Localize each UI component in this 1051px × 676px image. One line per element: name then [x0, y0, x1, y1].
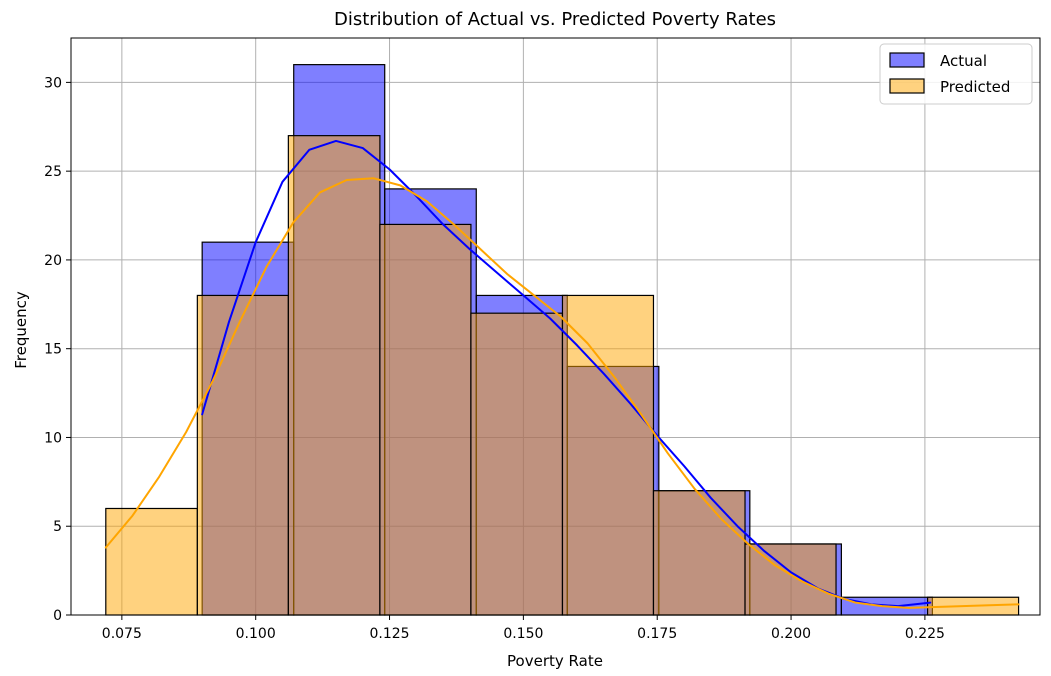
histogram-bars [105, 64, 1020, 616]
bar-predicted-7 [744, 543, 837, 616]
kde-curves [104, 139, 1020, 609]
x-tick-label: 0.175 [637, 626, 677, 642]
bar-predicted-1 [196, 294, 289, 616]
x-tick-label: 0.225 [905, 626, 945, 642]
x-tick-label: 0.075 [102, 626, 142, 642]
y-tick-label: 10 [44, 430, 62, 446]
y-tick-label: 30 [44, 75, 62, 91]
x-tick-label: 0.150 [503, 626, 543, 642]
chart-title: Distribution of Actual vs. Predicted Pov… [334, 9, 776, 30]
legend-swatch-predicted [889, 78, 925, 94]
bar-predicted-6 [652, 490, 746, 616]
y-tick-label: 0 [53, 608, 62, 624]
bar-predicted-4 [470, 312, 564, 616]
x-tick-label: 0.125 [369, 626, 409, 642]
plot-frame [70, 37, 1041, 616]
x-axis-label: Poverty Rate [507, 652, 603, 670]
legend-swatch-actual [889, 52, 925, 68]
bar-predicted-3 [379, 223, 472, 616]
kde-line-actual [201, 139, 932, 608]
y-tick-label: 15 [44, 342, 62, 358]
bar-predicted-2 [287, 135, 381, 616]
y-tick-label: 20 [44, 253, 62, 269]
legend-label-predicted: Predicted [940, 78, 1010, 96]
legend-label-actual: Actual [940, 52, 987, 70]
x-tick-label: 0.200 [771, 626, 811, 642]
kde-line-predicted [104, 177, 1020, 609]
axis-ticks: 0.075 0.100 0.125 0.150 0.175 0.200 0.225 0 5 10 1… [44, 75, 945, 642]
y-tick-label: 25 [44, 164, 62, 180]
legend: Actual Predicted [879, 43, 1033, 105]
y-tick-label: 5 [53, 519, 62, 535]
bar-predicted-0 [105, 507, 198, 616]
bar-predicted-5 [561, 294, 655, 616]
y-axis-label: Frequency [12, 291, 30, 369]
x-tick-label: 0.100 [236, 626, 276, 642]
